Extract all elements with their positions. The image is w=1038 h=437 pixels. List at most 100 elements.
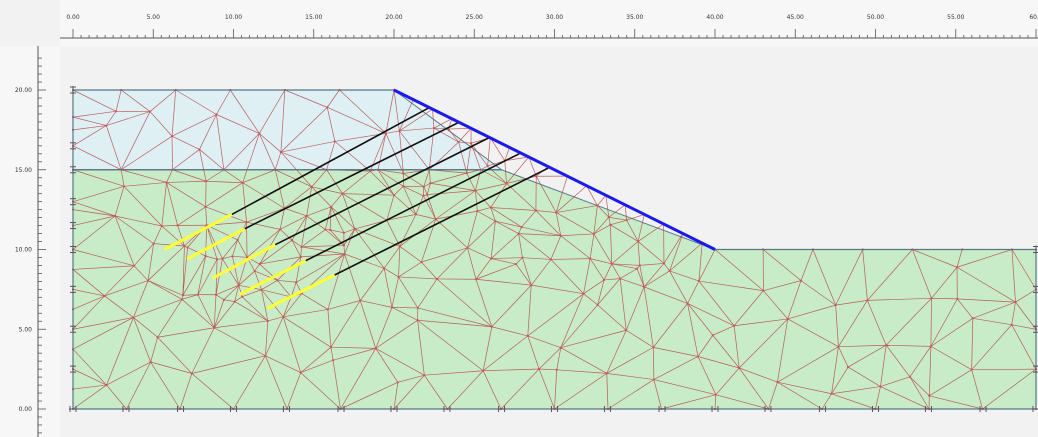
mesh-edge (862, 249, 868, 301)
mesh-edge (182, 294, 198, 296)
mesh-edge (504, 147, 510, 161)
mesh-edge (867, 297, 932, 301)
mesh-edge (586, 185, 598, 206)
mesh-edge (215, 294, 225, 301)
mesh-edge (214, 327, 266, 357)
mesh-edge (342, 193, 395, 196)
mesh-edge (458, 141, 468, 174)
mesh-node (956, 297, 959, 300)
mesh-edge (283, 316, 332, 348)
top-ruler-label: 5.00 (147, 14, 161, 21)
mesh-edge (72, 368, 107, 386)
mesh-edge (120, 89, 151, 112)
mesh-edge (626, 219, 639, 242)
mesh-edge (619, 278, 627, 331)
mesh-node (929, 345, 933, 348)
mesh-edge (590, 258, 612, 265)
mesh-edge (171, 114, 217, 137)
mesh-edge (435, 210, 478, 220)
mesh-edge (383, 246, 401, 269)
mesh-edge (597, 205, 610, 218)
mesh-edge (518, 233, 523, 258)
mesh-edge (232, 255, 248, 258)
mesh-edge (556, 205, 598, 213)
mesh-edge (147, 243, 154, 281)
mesh-edge (402, 186, 417, 215)
anchor-grout-body (266, 273, 336, 310)
mesh-edge (157, 336, 193, 374)
mesh-edge (643, 286, 654, 348)
mesh-edge (161, 182, 167, 227)
mesh-edge (1015, 289, 1037, 303)
mesh-node (517, 232, 520, 235)
mesh-edge (326, 107, 336, 142)
mesh-edge (232, 256, 240, 286)
mesh-edge (415, 214, 436, 220)
mesh-edge (930, 318, 973, 347)
mesh-edge (535, 210, 562, 236)
mesh-edge (391, 276, 399, 308)
mesh-node (494, 220, 497, 223)
mesh-edge (611, 263, 638, 269)
mesh-edge (182, 255, 206, 296)
mesh-edge (339, 89, 387, 134)
mesh-edge (205, 206, 208, 226)
anchor-grout-body (163, 213, 233, 251)
mesh-node (521, 256, 524, 259)
mesh-node (432, 126, 436, 130)
mesh-edge (423, 182, 431, 188)
mesh-edge (527, 335, 561, 349)
mesh-edge (636, 268, 645, 287)
mesh-edge (123, 186, 163, 227)
mesh-edge (205, 182, 243, 208)
mesh-edge (286, 372, 302, 410)
mesh-node (146, 279, 150, 282)
mesh-node (423, 374, 426, 377)
boundary-fixities (69, 86, 1038, 412)
mesh-edge (821, 393, 832, 410)
mesh-edge (521, 226, 561, 237)
mesh-edge (121, 169, 167, 183)
mesh-edge (72, 201, 116, 217)
mesh-edge (301, 215, 308, 247)
mesh-edge (354, 219, 387, 230)
mesh-edge (106, 361, 151, 386)
mesh-edge (669, 270, 688, 304)
mesh-node (215, 113, 218, 116)
mesh-edge (133, 299, 183, 318)
mesh-node (469, 142, 473, 145)
mesh-edge (847, 344, 887, 368)
mesh-edge (593, 224, 611, 235)
mesh-node (1010, 323, 1013, 326)
mesh-node (457, 140, 460, 144)
mesh-edge (687, 303, 699, 357)
mesh-edge (277, 280, 292, 298)
mesh-edge (120, 111, 151, 170)
mesh-edge (223, 299, 235, 302)
mesh-edge (284, 186, 312, 209)
mesh-edge (477, 210, 496, 222)
mesh-edge (417, 278, 438, 309)
mesh-edge (467, 211, 478, 248)
mesh-edge (259, 256, 301, 265)
mesh-node (714, 393, 717, 396)
anchor-free-length (305, 153, 520, 262)
mesh-edge (669, 233, 684, 272)
mesh-edge (739, 367, 778, 383)
mesh-node (642, 285, 646, 288)
mesh-edge (343, 245, 345, 255)
mesh-node (237, 284, 240, 287)
mesh-edge (421, 261, 438, 280)
mesh-node (416, 319, 419, 322)
mesh-edge (326, 169, 343, 194)
mesh-edge (399, 127, 434, 132)
mesh-edge (72, 269, 105, 297)
mesh-edge (597, 279, 605, 305)
mesh-node (330, 205, 333, 208)
mesh-edge (279, 229, 293, 241)
mesh-node (834, 304, 837, 307)
mesh-edge (428, 169, 431, 184)
mesh-edge (114, 215, 135, 266)
